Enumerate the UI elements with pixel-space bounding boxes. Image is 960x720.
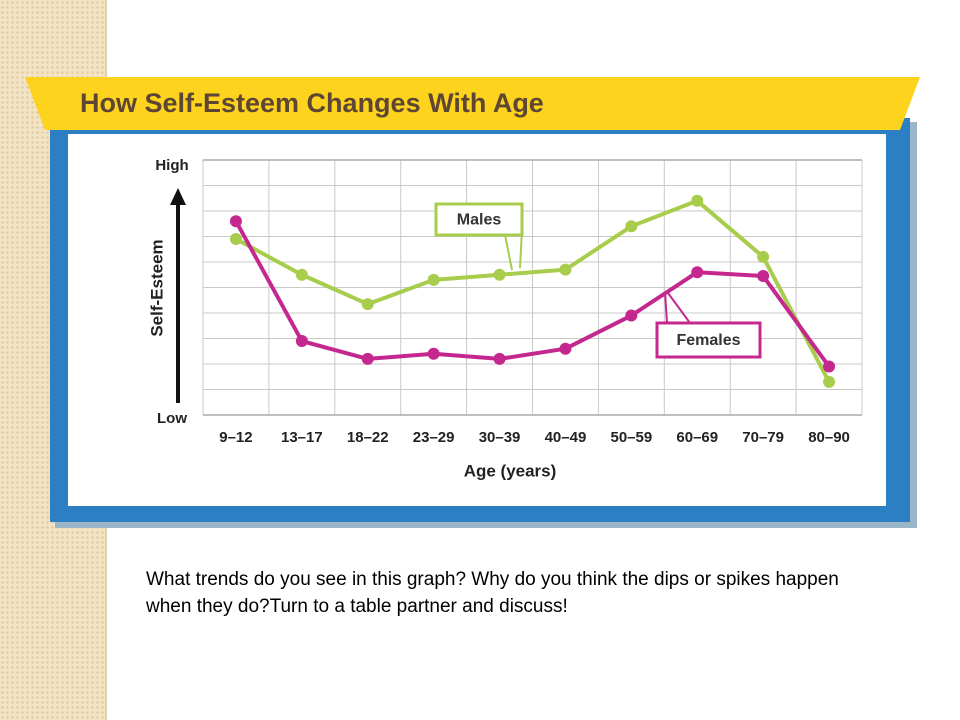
- x-tick-label: 18–22: [347, 429, 389, 446]
- y-tick-label: High: [155, 157, 188, 174]
- x-axis-label: Age (years): [464, 461, 557, 480]
- data-point: [559, 342, 572, 355]
- data-point: [427, 347, 440, 360]
- x-tick-label: 13–17: [281, 429, 323, 446]
- chart-title: How Self-Esteem Changes With Age: [80, 88, 544, 118]
- data-point: [757, 270, 770, 283]
- x-tick-label: 9–12: [219, 429, 252, 446]
- series-line: [234, 198, 831, 383]
- data-point: [823, 375, 836, 388]
- data-point: [229, 215, 242, 228]
- data-point: [691, 266, 704, 279]
- data-point: [295, 268, 308, 281]
- data-point: [427, 273, 440, 286]
- data-point: [625, 220, 638, 233]
- callout-pointer: [667, 292, 691, 324]
- x-tick-label: 40–49: [545, 429, 587, 446]
- x-tick-label: 50–59: [610, 429, 652, 446]
- data-point: [691, 194, 704, 207]
- legend-box: [655, 321, 762, 359]
- x-tick-label: 60–69: [676, 429, 718, 446]
- data-point: [493, 352, 506, 365]
- data-point: [361, 298, 374, 311]
- caption: What trends do you see in this graph? Wh…: [146, 569, 839, 617]
- data-point: [625, 309, 638, 322]
- y-axis-label: Self-Esteem: [147, 239, 166, 336]
- series-line: [234, 220, 831, 368]
- legend-label: Males: [457, 212, 502, 229]
- title-banner: [25, 77, 920, 130]
- callout-pointer: [504, 234, 513, 271]
- data-point: [757, 250, 770, 263]
- data-point: [823, 360, 836, 373]
- data-point: [295, 335, 308, 348]
- x-tick-label: 70–79: [742, 429, 784, 446]
- legend-label: Females: [676, 332, 740, 349]
- y-tick-label: Low: [157, 410, 187, 427]
- x-tick-label: 30–39: [479, 429, 521, 446]
- x-tick-label: 23–29: [413, 429, 455, 446]
- data-point: [229, 233, 242, 246]
- data-point: [493, 268, 506, 281]
- data-point: [559, 263, 572, 276]
- data-point: [361, 352, 374, 365]
- y-arrow-head: [170, 188, 186, 205]
- callout-pointer: [664, 291, 668, 324]
- chart-panel: [68, 134, 886, 506]
- x-tick-label: 80–90: [808, 429, 850, 446]
- legend-box: [434, 202, 524, 237]
